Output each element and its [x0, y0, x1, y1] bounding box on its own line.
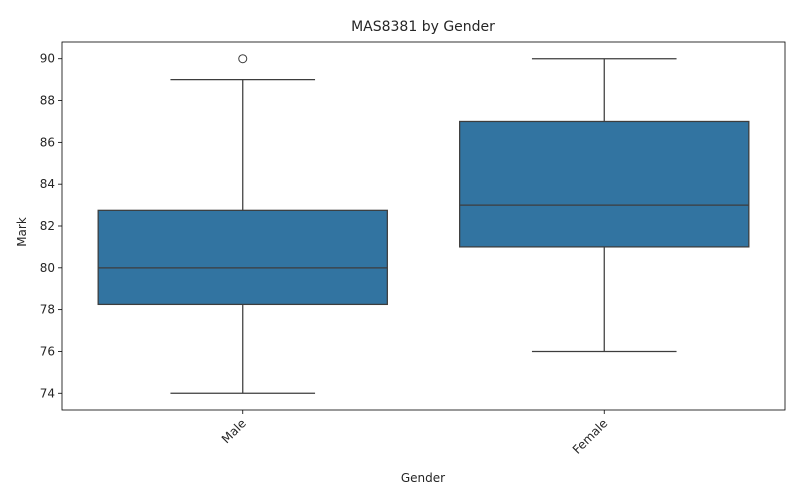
y-tick-label: 78	[40, 303, 55, 317]
x-axis: Male Female	[219, 410, 611, 457]
x-axis-title: Gender	[401, 471, 445, 485]
iqr-box	[97, 209, 388, 306]
y-tick-label: 74	[40, 386, 55, 400]
y-tick-label: 84	[40, 177, 55, 191]
box-group-female	[459, 58, 750, 353]
x-tick-label-female: Female	[570, 416, 611, 457]
box-group-male	[97, 54, 388, 394]
plot-area	[61, 41, 786, 411]
y-axis-title: Mark	[15, 217, 29, 247]
y-tick-label: 82	[40, 219, 55, 233]
y-tick-label: 76	[40, 344, 55, 358]
y-tick-label: 88	[40, 94, 55, 108]
y-axis: 74 76 78 80 82 84 86 88 90	[40, 52, 62, 400]
y-tick-label: 90	[40, 52, 55, 66]
chart-title: MAS8381 by Gender	[351, 19, 495, 35]
iqr-box	[459, 120, 750, 248]
y-tick-label: 80	[40, 261, 55, 275]
outlier-point	[238, 54, 248, 64]
x-tick-label-male: Male	[219, 416, 249, 446]
y-tick-label: 86	[40, 135, 55, 149]
